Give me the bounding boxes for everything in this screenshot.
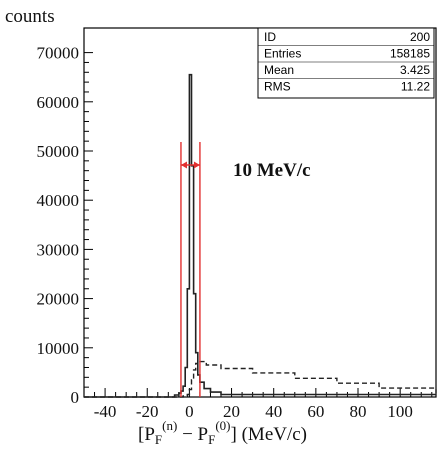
x-tick-labels: -40 -20 0 20 40 60 80 100 [94, 402, 413, 421]
y-tick-label: 30000 [37, 240, 80, 259]
stats-value: 3.425 [400, 63, 430, 77]
y-tick-label: 0 [71, 388, 80, 407]
x-axis-title-sub1: F [155, 432, 162, 447]
arrow-right-head [193, 161, 200, 169]
stats-box-frame [257, 27, 435, 99]
y-tick-labels: 0 10000 20000 30000 40000 50000 60000 70000 [37, 44, 80, 407]
x-tick-label: 100 [387, 402, 413, 421]
x-axis-title-close: ] (MeV/c) [231, 424, 308, 445]
stats-label: ID [264, 30, 276, 44]
arrow-left-head [180, 161, 187, 169]
x-axis-title: [PF(n) − PF(0)] (MeV/c) [138, 418, 307, 447]
axis-ticks [84, 52, 433, 398]
x-axis-title-sup2: (0) [215, 418, 230, 433]
selection-markers [180, 142, 201, 397]
x-tick-label: 40 [265, 402, 282, 421]
y-axis-title: counts [5, 6, 55, 27]
histogram-solid-series [84, 73, 436, 398]
y-tick-label: 10000 [37, 339, 80, 358]
x-tick-label: -40 [94, 402, 117, 421]
y-tick-label: 40000 [37, 191, 80, 210]
x-axis-title-sup1: (n) [162, 418, 177, 433]
x-tick-label: 0 [185, 402, 194, 421]
stats-box: ID 200 Entries 158185 Mean 3.425 RMS 11.22 [257, 27, 435, 99]
histogram-dashed-series [84, 360, 437, 398]
y-tick-label: 60000 [37, 93, 80, 112]
x-axis-title-open: [P [138, 424, 155, 445]
histogram-series [84, 73, 437, 398]
stats-value: 200 [410, 30, 430, 44]
x-tick-label: 80 [350, 402, 367, 421]
y-tick-label: 50000 [37, 142, 80, 161]
resolution-annotation: 10 MeV/c [233, 160, 311, 181]
stats-label: Entries [264, 47, 301, 61]
stats-value: 158185 [390, 47, 430, 61]
stats-value: 11.22 [401, 80, 430, 94]
x-tick-label: 20 [223, 402, 240, 421]
stats-label: RMS [264, 80, 291, 94]
x-tick-label: 60 [307, 402, 324, 421]
x-tick-label: -20 [136, 402, 159, 421]
x-axis-title-minus: − P [177, 424, 208, 445]
y-tick-label: 70000 [37, 44, 80, 63]
y-tick-label: 20000 [37, 290, 80, 309]
x-axis-title-sub2: F [208, 432, 215, 447]
stats-label: Mean [264, 63, 294, 77]
